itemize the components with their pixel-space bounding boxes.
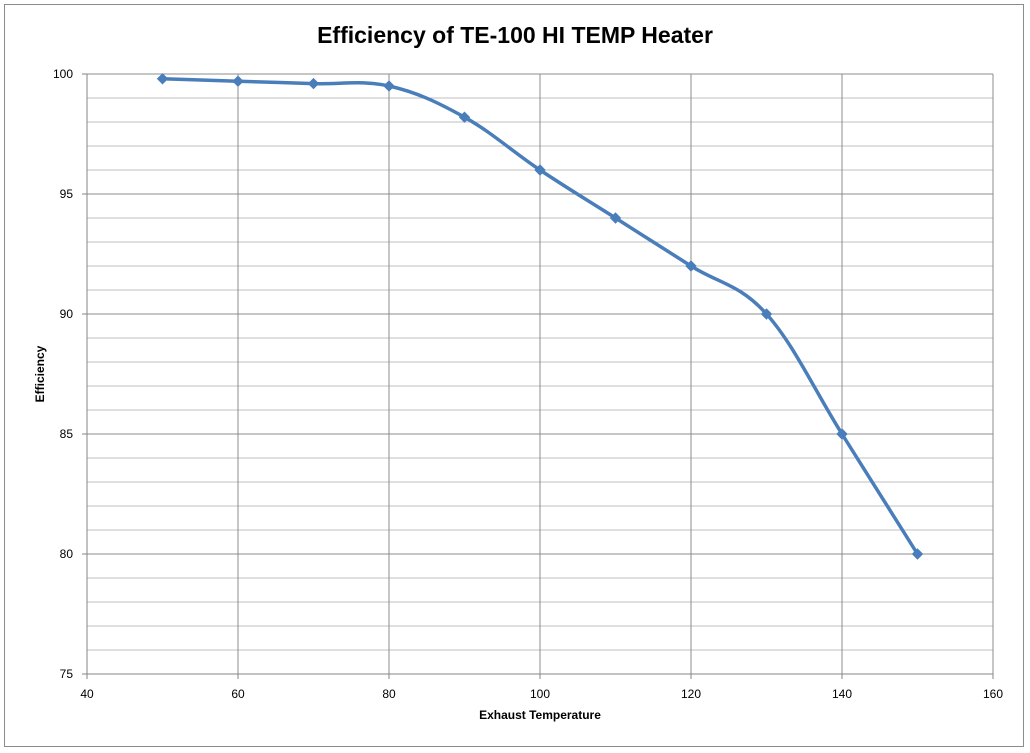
y-tick-label: 100 [53, 67, 73, 81]
y-tick-label: 90 [60, 307, 74, 321]
chart-frame [4, 4, 1024, 747]
data-point-marker [685, 260, 697, 272]
data-point-marker [232, 75, 244, 87]
series [156, 73, 924, 560]
x-tick-label: 60 [231, 687, 245, 701]
data-point-marker [911, 548, 924, 560]
data-point-marker [156, 73, 169, 85]
x-axis-label: Exhaust Temperature [479, 708, 601, 722]
x-tick-label: 120 [681, 687, 701, 701]
x-tick-label: 80 [382, 687, 396, 701]
grid [86, 73, 994, 675]
axes: 75 80 85 90 95 100 40 60 80 100 120 140 160 [53, 67, 1003, 701]
x-tick-label: 40 [80, 687, 94, 701]
chart-title: Efficiency of TE-100 HI TEMP Heater [317, 22, 713, 48]
y-tick-label: 85 [60, 427, 74, 441]
data-point-marker [760, 308, 773, 320]
y-tick-label: 80 [60, 547, 74, 561]
data-point-marker [383, 80, 395, 92]
y-tick-label: 95 [60, 187, 74, 201]
data-point-marker [534, 164, 546, 176]
x-tick-label: 140 [832, 687, 852, 701]
x-tick-label: 100 [530, 687, 550, 701]
y-tick-label: 75 [60, 667, 74, 681]
series-line [160, 77, 920, 556]
data-point-marker [836, 428, 848, 440]
data-point-marker [307, 77, 320, 90]
x-tick-label: 160 [983, 687, 1003, 701]
data-point-marker [609, 212, 622, 224]
data-point-marker [458, 111, 471, 123]
